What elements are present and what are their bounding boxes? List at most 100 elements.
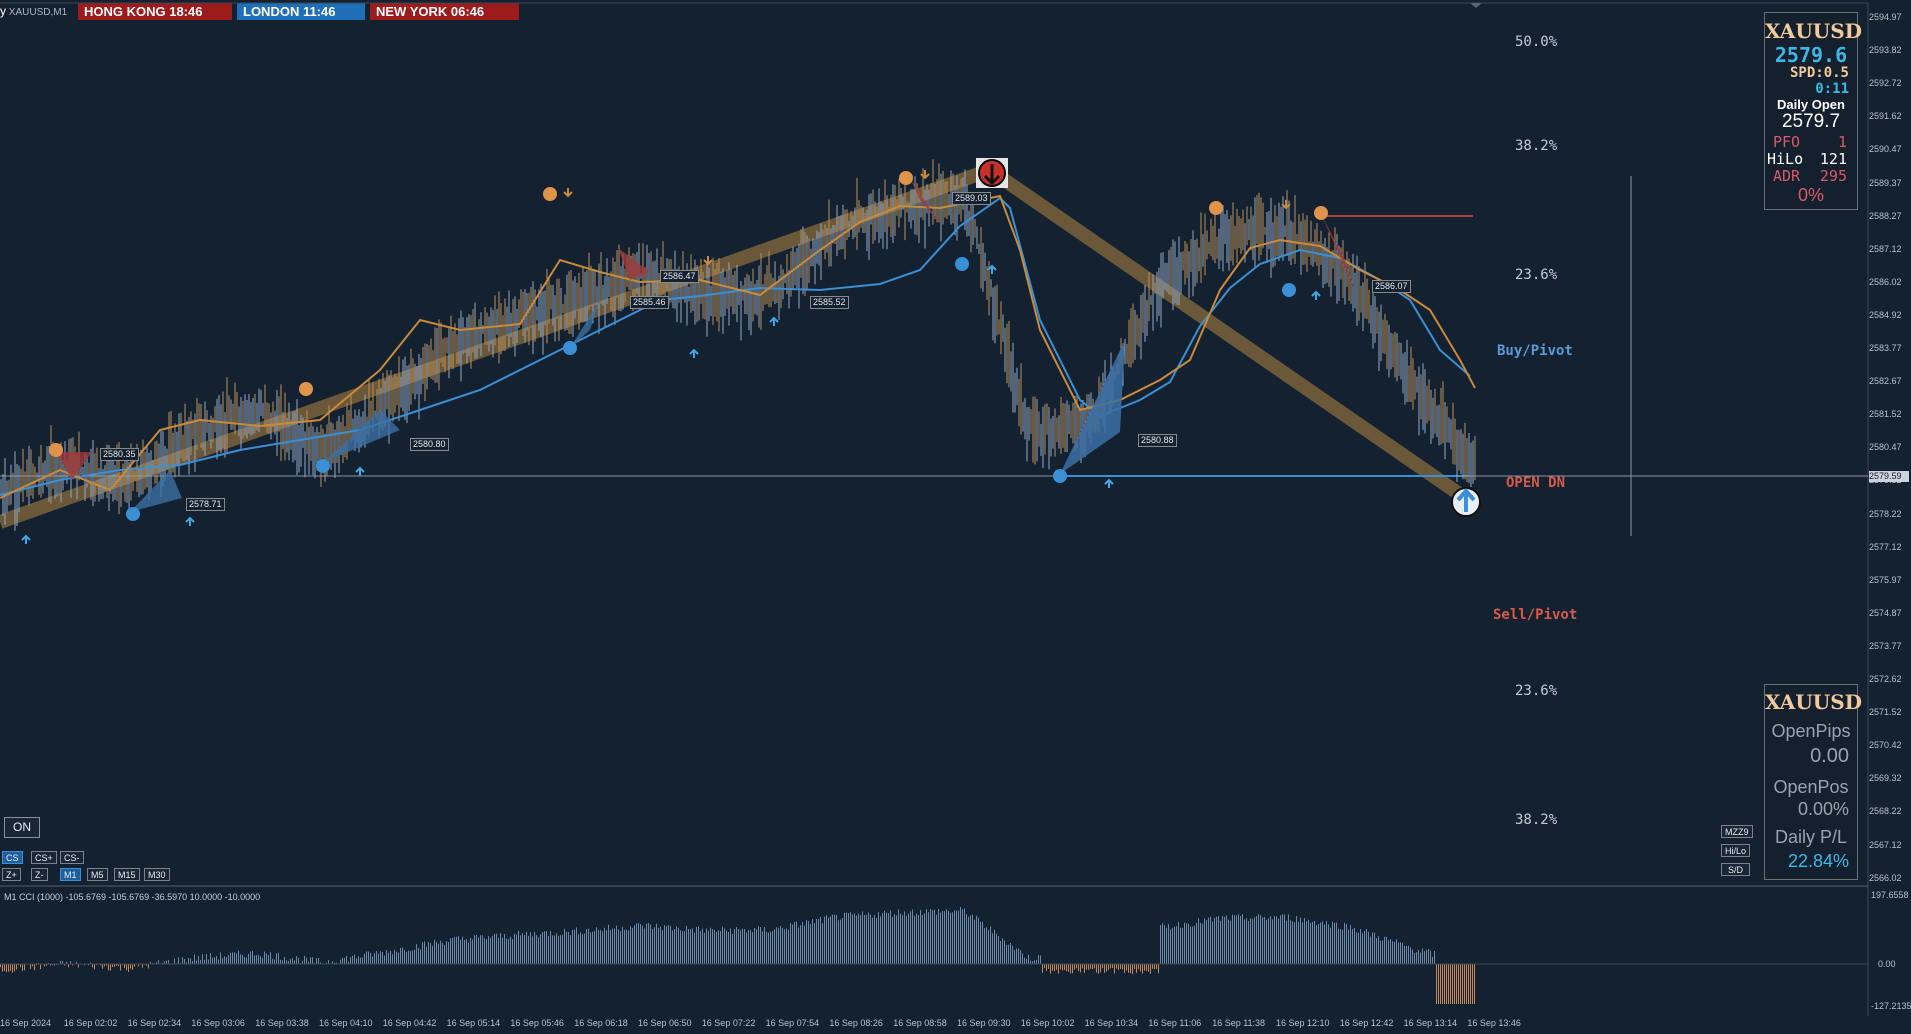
mzz9-button[interactable]: MZZ9 [1721,825,1753,838]
cci-bar [326,962,327,964]
cci-bar [1156,964,1157,969]
cs-minus-button[interactable]: CS- [60,851,84,864]
cci-bar [534,932,535,964]
price-axis-tick: 2586.02 [1869,276,1902,287]
cci-bar [1364,930,1365,964]
cci-bar [554,935,555,964]
cci-bar [1292,921,1293,964]
cci-bar [156,962,157,964]
pl-open-pos: 0.00% [1797,799,1849,819]
cci-bar [1058,964,1059,974]
info-hilo-label: HiLo [1767,150,1804,168]
chart-menu-icon[interactable]: y [0,4,6,18]
cci-bar [720,930,721,964]
cci-bar [352,955,353,964]
cci-bar [498,937,499,964]
cci-bar [744,928,745,964]
timeframe-m1-button[interactable]: M1 [60,868,81,881]
cci-bar [288,960,289,964]
cci-bar [676,926,677,964]
timeframe-m30-button[interactable]: M30 [144,868,170,881]
cci-bar [116,964,117,966]
cci-bar [770,931,771,964]
cs-button[interactable]: CS [2,851,23,864]
zoom-in-button[interactable]: Z+ [2,868,21,881]
cci-indicator-label: M1 CCI (1000) -105.6769 -105.6769 -36.59… [4,892,261,902]
cci-bar [1432,957,1433,964]
hilo-button[interactable]: Hi/Lo [1721,844,1751,857]
cci-bar [44,964,45,967]
cci-bar [492,935,493,964]
cci-bar [950,912,951,964]
cci-bar [512,938,513,964]
buy-signal-marker[interactable] [1451,487,1481,517]
cci-bar [1068,964,1069,972]
cci-bar [2,964,3,972]
time-axis-tick: 16 Sep 03:38 [255,1018,309,1028]
cci-bar [356,958,357,964]
cci-bar [186,962,187,964]
cci-bar [392,954,393,964]
timeframe-m5-button[interactable]: M5 [87,868,108,881]
cci-bar [954,910,955,964]
swing-point-dot [299,382,313,396]
cci-bar [790,922,791,964]
zoom-out-button[interactable]: Z- [31,868,48,881]
cci-bar [362,957,363,964]
cci-bar [592,931,593,964]
timeframe-m15-button[interactable]: M15 [114,868,140,881]
cs-plus-button[interactable]: CS+ [31,851,57,864]
cci-bar [786,928,787,964]
cci-bar [506,938,507,964]
cci-bar [1444,964,1445,1004]
cci-bar [6,964,7,973]
cci-bar [1012,945,1013,964]
cci-bar [272,958,273,964]
cci-bar [1314,920,1315,964]
cci-bar [1160,925,1161,964]
cci-bar [436,942,437,964]
price-axis-tick: 2575.97 [1869,574,1902,585]
cci-bar [1280,915,1281,964]
clock-hong-kong: HONG KONG 18:46 [78,3,232,20]
cci-bar [1242,914,1243,964]
cci-bar [726,930,727,964]
cci-bar [460,939,461,964]
cci-bar [762,931,763,964]
price-axis-tick: 2581.52 [1869,409,1902,420]
cci-bar [388,952,389,964]
cci-bar [372,956,373,964]
cci-tick-zero: 0.00 [1878,959,1896,969]
cci-bar [948,910,949,964]
cci-bar [12,964,13,973]
cci-bar [550,931,551,964]
supply-demand-button[interactable]: S/D [1721,863,1751,876]
cci-bar [420,949,421,964]
buy-arrow-icon [21,534,31,544]
on-toggle-button[interactable]: ON [4,817,40,838]
cci-bar [1472,964,1473,1004]
cci-bar [1326,921,1327,964]
cci-bar [250,951,251,964]
cci-bar [1438,964,1439,1004]
sell-signal-marker[interactable] [976,158,1008,188]
cci-bar [1450,964,1451,1004]
cci-bar [998,936,999,964]
cci-bar [1342,929,1343,964]
cci-bar [872,917,873,964]
pl-daily-value: 22.84% [1787,851,1849,871]
cci-bar [316,958,317,964]
cci-bar [484,938,485,964]
cci-bar [1338,928,1339,964]
cci-bar [1032,961,1033,964]
time-axis-tick: 16 Sep 10:02 [1020,1018,1075,1028]
cci-bar [1100,964,1101,973]
cci-bar [222,957,223,964]
swing-point-dot [1053,469,1067,483]
cci-bar [598,929,599,964]
cci-tick-top: 197.6558 [1871,890,1909,900]
cci-bar [406,951,407,964]
cci-bar [502,937,503,964]
cci-bar [0,964,1,968]
